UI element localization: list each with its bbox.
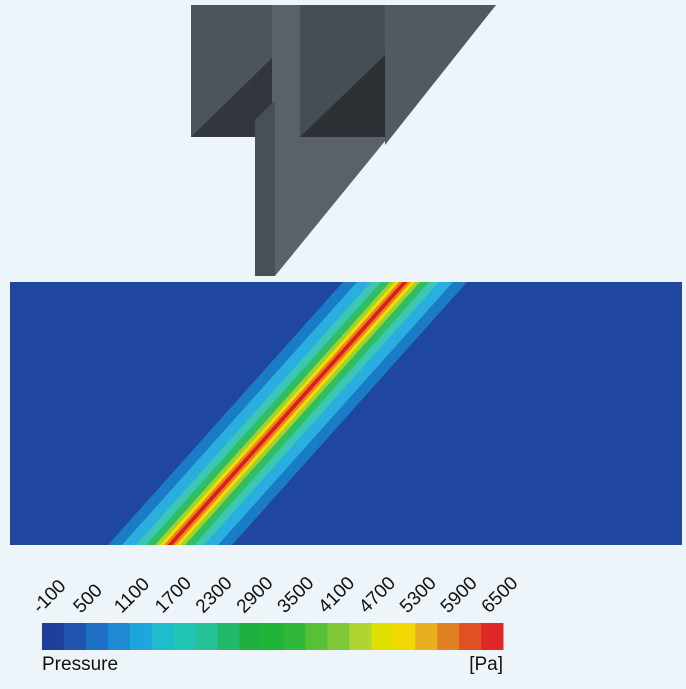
- color-band: [262, 623, 284, 650]
- color-band: [240, 623, 262, 650]
- color-band: [218, 623, 240, 650]
- color-band: [393, 623, 415, 650]
- color-band: [130, 623, 152, 650]
- color-band: [371, 623, 393, 650]
- scene: Pressure [Pa] -1005001100170023002900350…: [0, 0, 686, 689]
- color-band: [283, 623, 305, 650]
- color-band: [327, 623, 349, 650]
- legend-unit: [Pa]: [469, 654, 503, 675]
- colorbar: [42, 623, 504, 650]
- legend-title: Pressure: [42, 654, 118, 675]
- color-band: [86, 623, 108, 650]
- color-band: [481, 623, 503, 650]
- page: {"legend": {"ticks": [-100, 500, 1100, 1…: [0, 0, 686, 689]
- color-band: [196, 623, 218, 650]
- color-band: [415, 623, 437, 650]
- color-band: [64, 623, 86, 650]
- color-band: [437, 623, 459, 650]
- color-band: [174, 623, 196, 650]
- color-band: [42, 623, 64, 650]
- color-band: [459, 623, 481, 650]
- color-band: [349, 623, 371, 650]
- color-band: [108, 623, 130, 650]
- color-band: [152, 623, 174, 650]
- color-band: [305, 623, 327, 650]
